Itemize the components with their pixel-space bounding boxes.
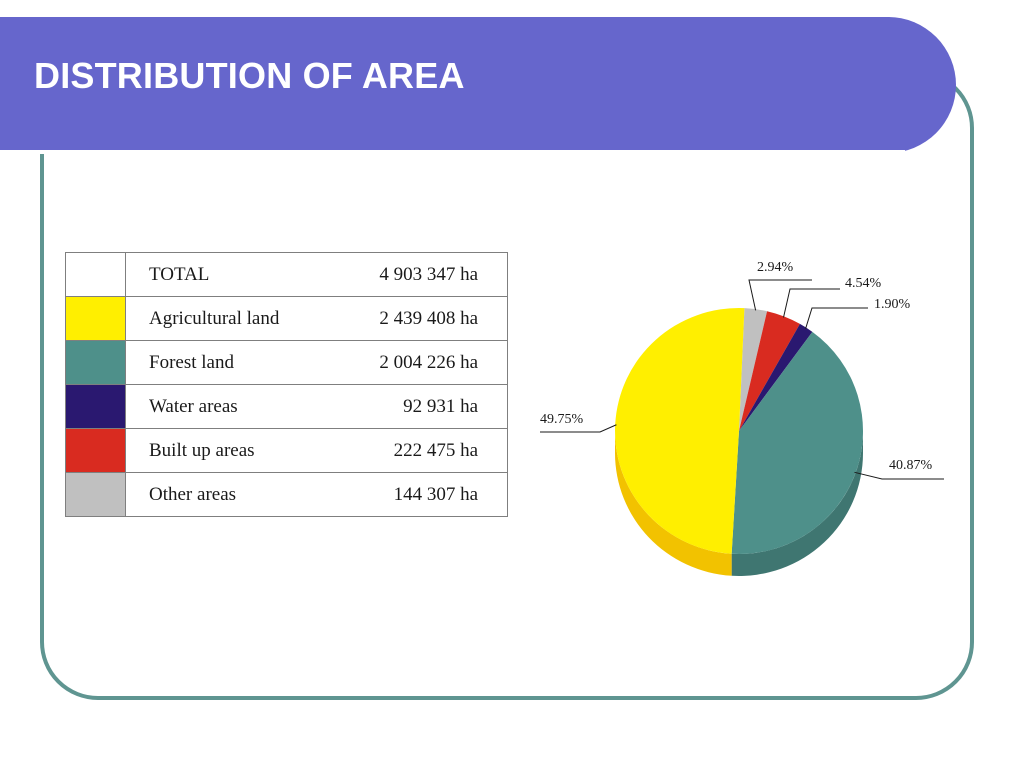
row-value: 2 439 408 ha	[333, 296, 508, 341]
title-underline	[0, 150, 905, 154]
row-value: 2 004 226 ha	[333, 340, 508, 385]
total-value: 4 903 347 ha	[333, 252, 508, 297]
row-label: Water areas	[124, 384, 334, 429]
table-row: Water areas 92 931 ha	[65, 384, 508, 429]
color-swatch-water	[65, 384, 126, 429]
total-swatch-empty	[65, 252, 126, 297]
color-swatch-agricultural	[65, 296, 126, 341]
title-bar	[0, 17, 956, 154]
total-label: TOTAL	[124, 252, 334, 297]
table-row-total: TOTAL 4 903 347 ha	[65, 252, 508, 297]
color-swatch-other	[65, 472, 126, 517]
row-value: 222 475 ha	[333, 428, 508, 473]
row-label: Other areas	[124, 472, 334, 517]
row-label: Agricultural land	[124, 296, 334, 341]
slide-title: DISTRIBUTION OF AREA	[34, 55, 465, 96]
color-swatch-forest	[65, 340, 126, 385]
table-row: Other areas 144 307 ha	[65, 472, 508, 517]
row-value: 92 931 ha	[333, 384, 508, 429]
color-swatch-built-up	[65, 428, 126, 473]
row-value: 144 307 ha	[333, 472, 508, 517]
area-distribution-table: TOTAL 4 903 347 ha Agricultural land 2 4…	[65, 252, 508, 517]
table-row: Agricultural land 2 439 408 ha	[65, 296, 508, 341]
row-label: Built up areas	[124, 428, 334, 473]
table-row: Built up areas 222 475 ha	[65, 428, 508, 473]
table-row: Forest land 2 004 226 ha	[65, 340, 508, 385]
row-label: Forest land	[124, 340, 334, 385]
